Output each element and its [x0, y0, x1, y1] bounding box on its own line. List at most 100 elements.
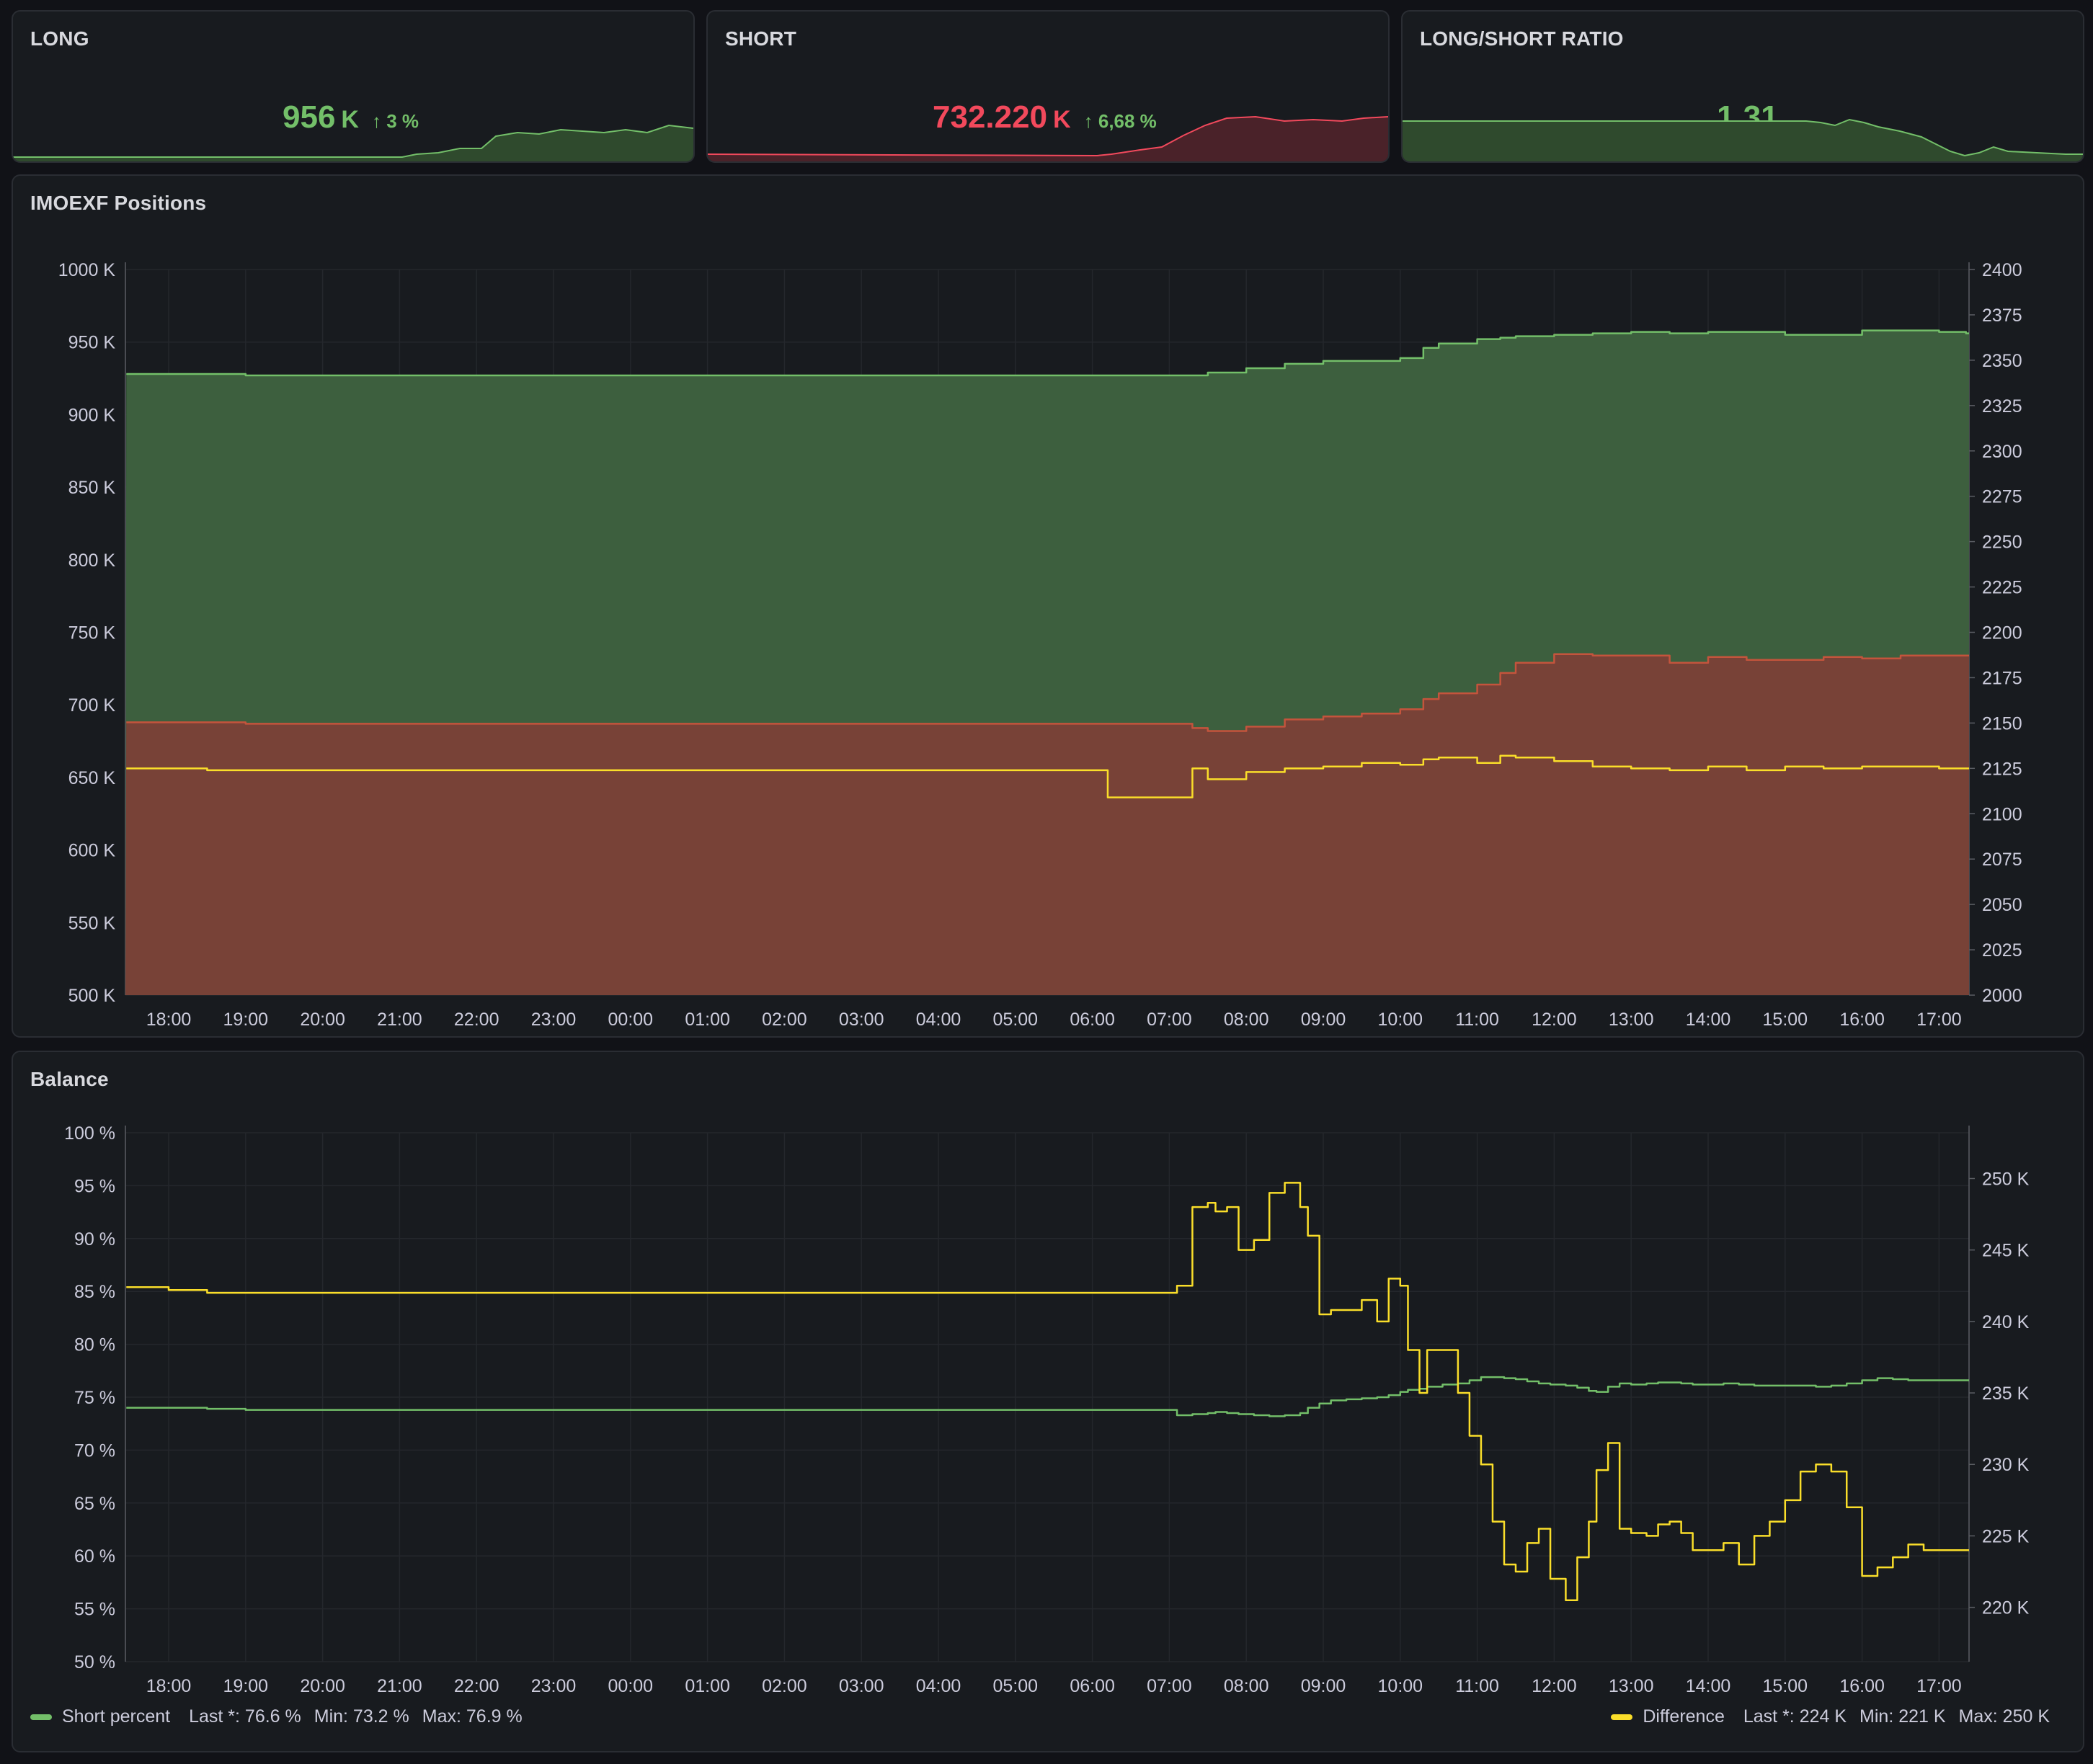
- legend-min-difference: Min: 221 K: [1859, 1706, 1946, 1727]
- long-sparkline-line: [13, 124, 693, 158]
- x-tick-label: 00:00: [608, 1010, 654, 1030]
- y-left-tick-label: 700 K: [68, 695, 116, 716]
- y-left-tick-label: 1000 K: [58, 260, 116, 280]
- legend-last-short-percent: Last *: 76.6 %: [189, 1706, 301, 1727]
- long-stat-title: LONG: [30, 27, 89, 50]
- ratio-stat-title: LONG/SHORT RATIO: [1420, 27, 1624, 50]
- series-line-0: [126, 1376, 1969, 1417]
- x-tick-label: 07:00: [1147, 1010, 1192, 1030]
- y-right-tick-label: 220 K: [1982, 1598, 2030, 1618]
- x-tick-label: 17:00: [1916, 1010, 1962, 1030]
- y-left-tick-label: 850 K: [68, 478, 116, 498]
- x-tick-label: 18:00: [146, 1676, 192, 1696]
- legend-swatch-short-percent: [30, 1714, 52, 1720]
- y-right-tick-label: 230 K: [1982, 1455, 2030, 1475]
- y-left-tick-label: 800 K: [68, 551, 116, 571]
- legend-difference[interactable]: Difference Last *: 224 K Min: 221 K Max:…: [1611, 1706, 2050, 1727]
- x-tick-label: 05:00: [993, 1010, 1039, 1030]
- y-right-tick-label: 225 K: [1982, 1526, 2030, 1546]
- y-left-tick-label: 550 K: [68, 913, 116, 933]
- arrow-up-icon: ↑: [371, 110, 381, 132]
- x-tick-label: 10:00: [1378, 1676, 1423, 1696]
- x-tick-label: 09:00: [1301, 1676, 1346, 1696]
- x-tick-label: 01:00: [685, 1676, 730, 1696]
- y-left-tick-label: 750 K: [68, 623, 116, 643]
- long-stat-delta: ↑ 3 %: [372, 110, 419, 132]
- y-right-tick-label: 2025: [1982, 940, 2022, 961]
- y-left-tick-label: 950 K: [68, 333, 116, 353]
- x-tick-label: 17:00: [1916, 1676, 1962, 1696]
- series-area-1: [125, 654, 1969, 995]
- legend-last-difference: Last *: 224 K: [1743, 1706, 1847, 1727]
- balance-panel[interactable]: Balance: [12, 1051, 2084, 1752]
- x-tick-label: 16:00: [1839, 1010, 1885, 1030]
- legend-max-short-percent: Max: 76.9 %: [422, 1706, 523, 1727]
- long-sparkline-area: [13, 125, 693, 161]
- long-stat-panel[interactable]: LONG 956 K ↑ 3 %: [12, 10, 695, 163]
- series-line-2: [126, 754, 1969, 798]
- legend-name-difference: Difference: [1643, 1706, 1725, 1727]
- x-tick-label: 02:00: [762, 1676, 807, 1696]
- x-tick-label: 06:00: [1070, 1010, 1115, 1030]
- y-right-tick-label: 2325: [1982, 396, 2022, 416]
- x-tick-label: 13:00: [1609, 1676, 1654, 1696]
- legend-short-percent[interactable]: Short percent Last *: 76.6 % Min: 73.2 %…: [30, 1706, 523, 1727]
- x-tick-label: 00:00: [608, 1676, 654, 1696]
- y-right-tick-label: 250 K: [1982, 1169, 2030, 1189]
- y-right-tick-label: 2075: [1982, 850, 2022, 870]
- x-tick-label: 18:00: [146, 1010, 192, 1030]
- ratio-sparkline-line: [1403, 118, 2083, 157]
- legend-max-difference: Max: 250 K: [1958, 1706, 2050, 1727]
- x-tick-label: 03:00: [839, 1676, 884, 1696]
- series-line-1: [126, 653, 1969, 732]
- short-stat-panel[interactable]: SHORT 732.220 K ↑ 6,68 %: [706, 10, 1390, 163]
- long-stat-value-group: 956 K ↑ 3 %: [283, 99, 419, 135]
- legend-name-short-percent: Short percent: [62, 1706, 171, 1727]
- y-right-tick-label: 2250: [1982, 533, 2022, 553]
- y-left-tick-label: 500 K: [68, 986, 116, 1006]
- legend-swatch-difference: [1611, 1714, 1633, 1720]
- y-right-tick-label: 2150: [1982, 713, 2022, 734]
- x-tick-label: 04:00: [916, 1676, 961, 1696]
- x-tick-label: 19:00: [223, 1676, 269, 1696]
- x-tick-label: 01:00: [685, 1010, 730, 1030]
- y-left-tick-label: 95 %: [74, 1176, 115, 1196]
- y-right-tick-label: 235 K: [1982, 1384, 2030, 1404]
- y-left-tick-label: 75 %: [74, 1388, 115, 1408]
- x-tick-label: 16:00: [1839, 1676, 1885, 1696]
- y-left-tick-label: 85 %: [74, 1282, 115, 1302]
- y-left-tick-label: 55 %: [74, 1600, 115, 1620]
- y-left-tick-label: 80 %: [74, 1335, 115, 1355]
- x-tick-label: 12:00: [1532, 1010, 1577, 1030]
- short-sparkline-line: [708, 115, 1388, 157]
- short-sparkline-area: [708, 117, 1388, 161]
- x-tick-label: 11:00: [1455, 1010, 1499, 1030]
- x-tick-label: 04:00: [916, 1010, 961, 1030]
- x-tick-label: 03:00: [839, 1010, 884, 1030]
- short-stat-value: 732.220: [933, 99, 1048, 135]
- y-right-tick-label: 2350: [1982, 351, 2022, 371]
- long-stat-unit: K: [341, 106, 359, 133]
- x-tick-label: 14:00: [1686, 1676, 1731, 1696]
- y-right-tick-label: 2125: [1982, 759, 2022, 779]
- ratio-stat-panel[interactable]: LONG/SHORT RATIO 1.31: [1401, 10, 2084, 163]
- x-tick-label: 23:00: [531, 1010, 577, 1030]
- x-tick-label: 22:00: [454, 1676, 499, 1696]
- arrow-up-icon: ↑: [1083, 110, 1093, 132]
- y-right-tick-label: 2275: [1982, 487, 2022, 507]
- x-tick-label: 22:00: [454, 1010, 499, 1030]
- y-right-tick-label: 2175: [1982, 668, 2022, 688]
- x-tick-label: 21:00: [377, 1676, 422, 1696]
- y-left-tick-label: 70 %: [74, 1440, 115, 1461]
- short-stat-value-group: 732.220 K ↑ 6,68 %: [933, 99, 1157, 135]
- y-right-tick-label: 2000: [1982, 986, 2022, 1006]
- short-stat-delta: ↑ 6,68 %: [1084, 110, 1157, 132]
- y-left-tick-label: 60 %: [74, 1546, 115, 1567]
- y-left-tick-label: 650 K: [68, 768, 116, 788]
- x-tick-label: 19:00: [223, 1010, 269, 1030]
- y-right-tick-label: 2100: [1982, 804, 2022, 824]
- legend-min-short-percent: Min: 73.2 %: [314, 1706, 409, 1727]
- series-line-1: [126, 1182, 1969, 1601]
- positions-chart[interactable]: 1000 K 950 K 900 K 850 K 800 K 750 K 700 K 650 …: [0, 0, 2093, 1038]
